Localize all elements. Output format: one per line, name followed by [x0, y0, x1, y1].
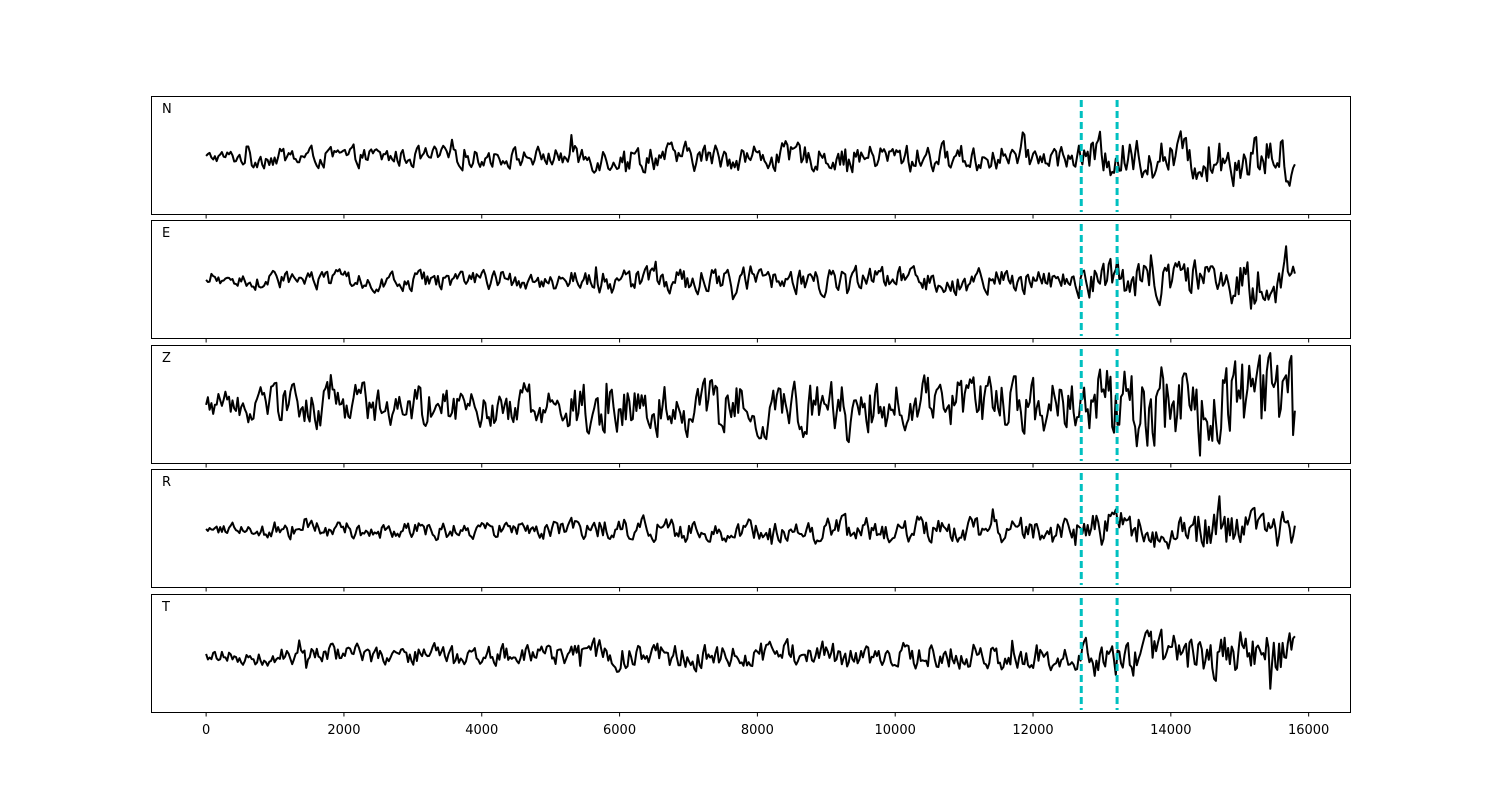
component-label: R [162, 475, 171, 490]
waveform-r [205, 495, 1296, 550]
waveform-e [205, 245, 1296, 310]
panel-e: E [151, 220, 1351, 343]
component-label: E [162, 226, 170, 241]
component-label: Z [162, 351, 171, 366]
panel-frame [151, 594, 1351, 713]
x-tick-label: 12000 [1012, 723, 1053, 738]
panel-r: R [151, 469, 1351, 592]
x-tick-label: 6000 [603, 723, 636, 738]
waveform-z [205, 352, 1296, 457]
component-label: T [161, 600, 170, 615]
panel-frame [151, 220, 1351, 339]
x-tick-label: 14000 [1150, 723, 1191, 738]
x-tick-label: 2000 [327, 723, 360, 738]
panel-frame [151, 345, 1351, 464]
x-tick-label: 0 [202, 723, 210, 738]
panel-z: Z [151, 345, 1351, 468]
panel-frame [151, 469, 1351, 588]
x-tick-label: 16000 [1288, 723, 1329, 738]
x-tick-label: 10000 [875, 723, 916, 738]
waveform-n [205, 130, 1296, 188]
component-label: N [162, 102, 172, 117]
waveform-t [205, 628, 1296, 690]
panel-n: N [151, 96, 1351, 219]
x-tick-label: 8000 [741, 723, 774, 738]
panel-frame [151, 96, 1351, 215]
panel-t: T [151, 594, 1351, 717]
x-tick-label: 4000 [465, 723, 498, 738]
